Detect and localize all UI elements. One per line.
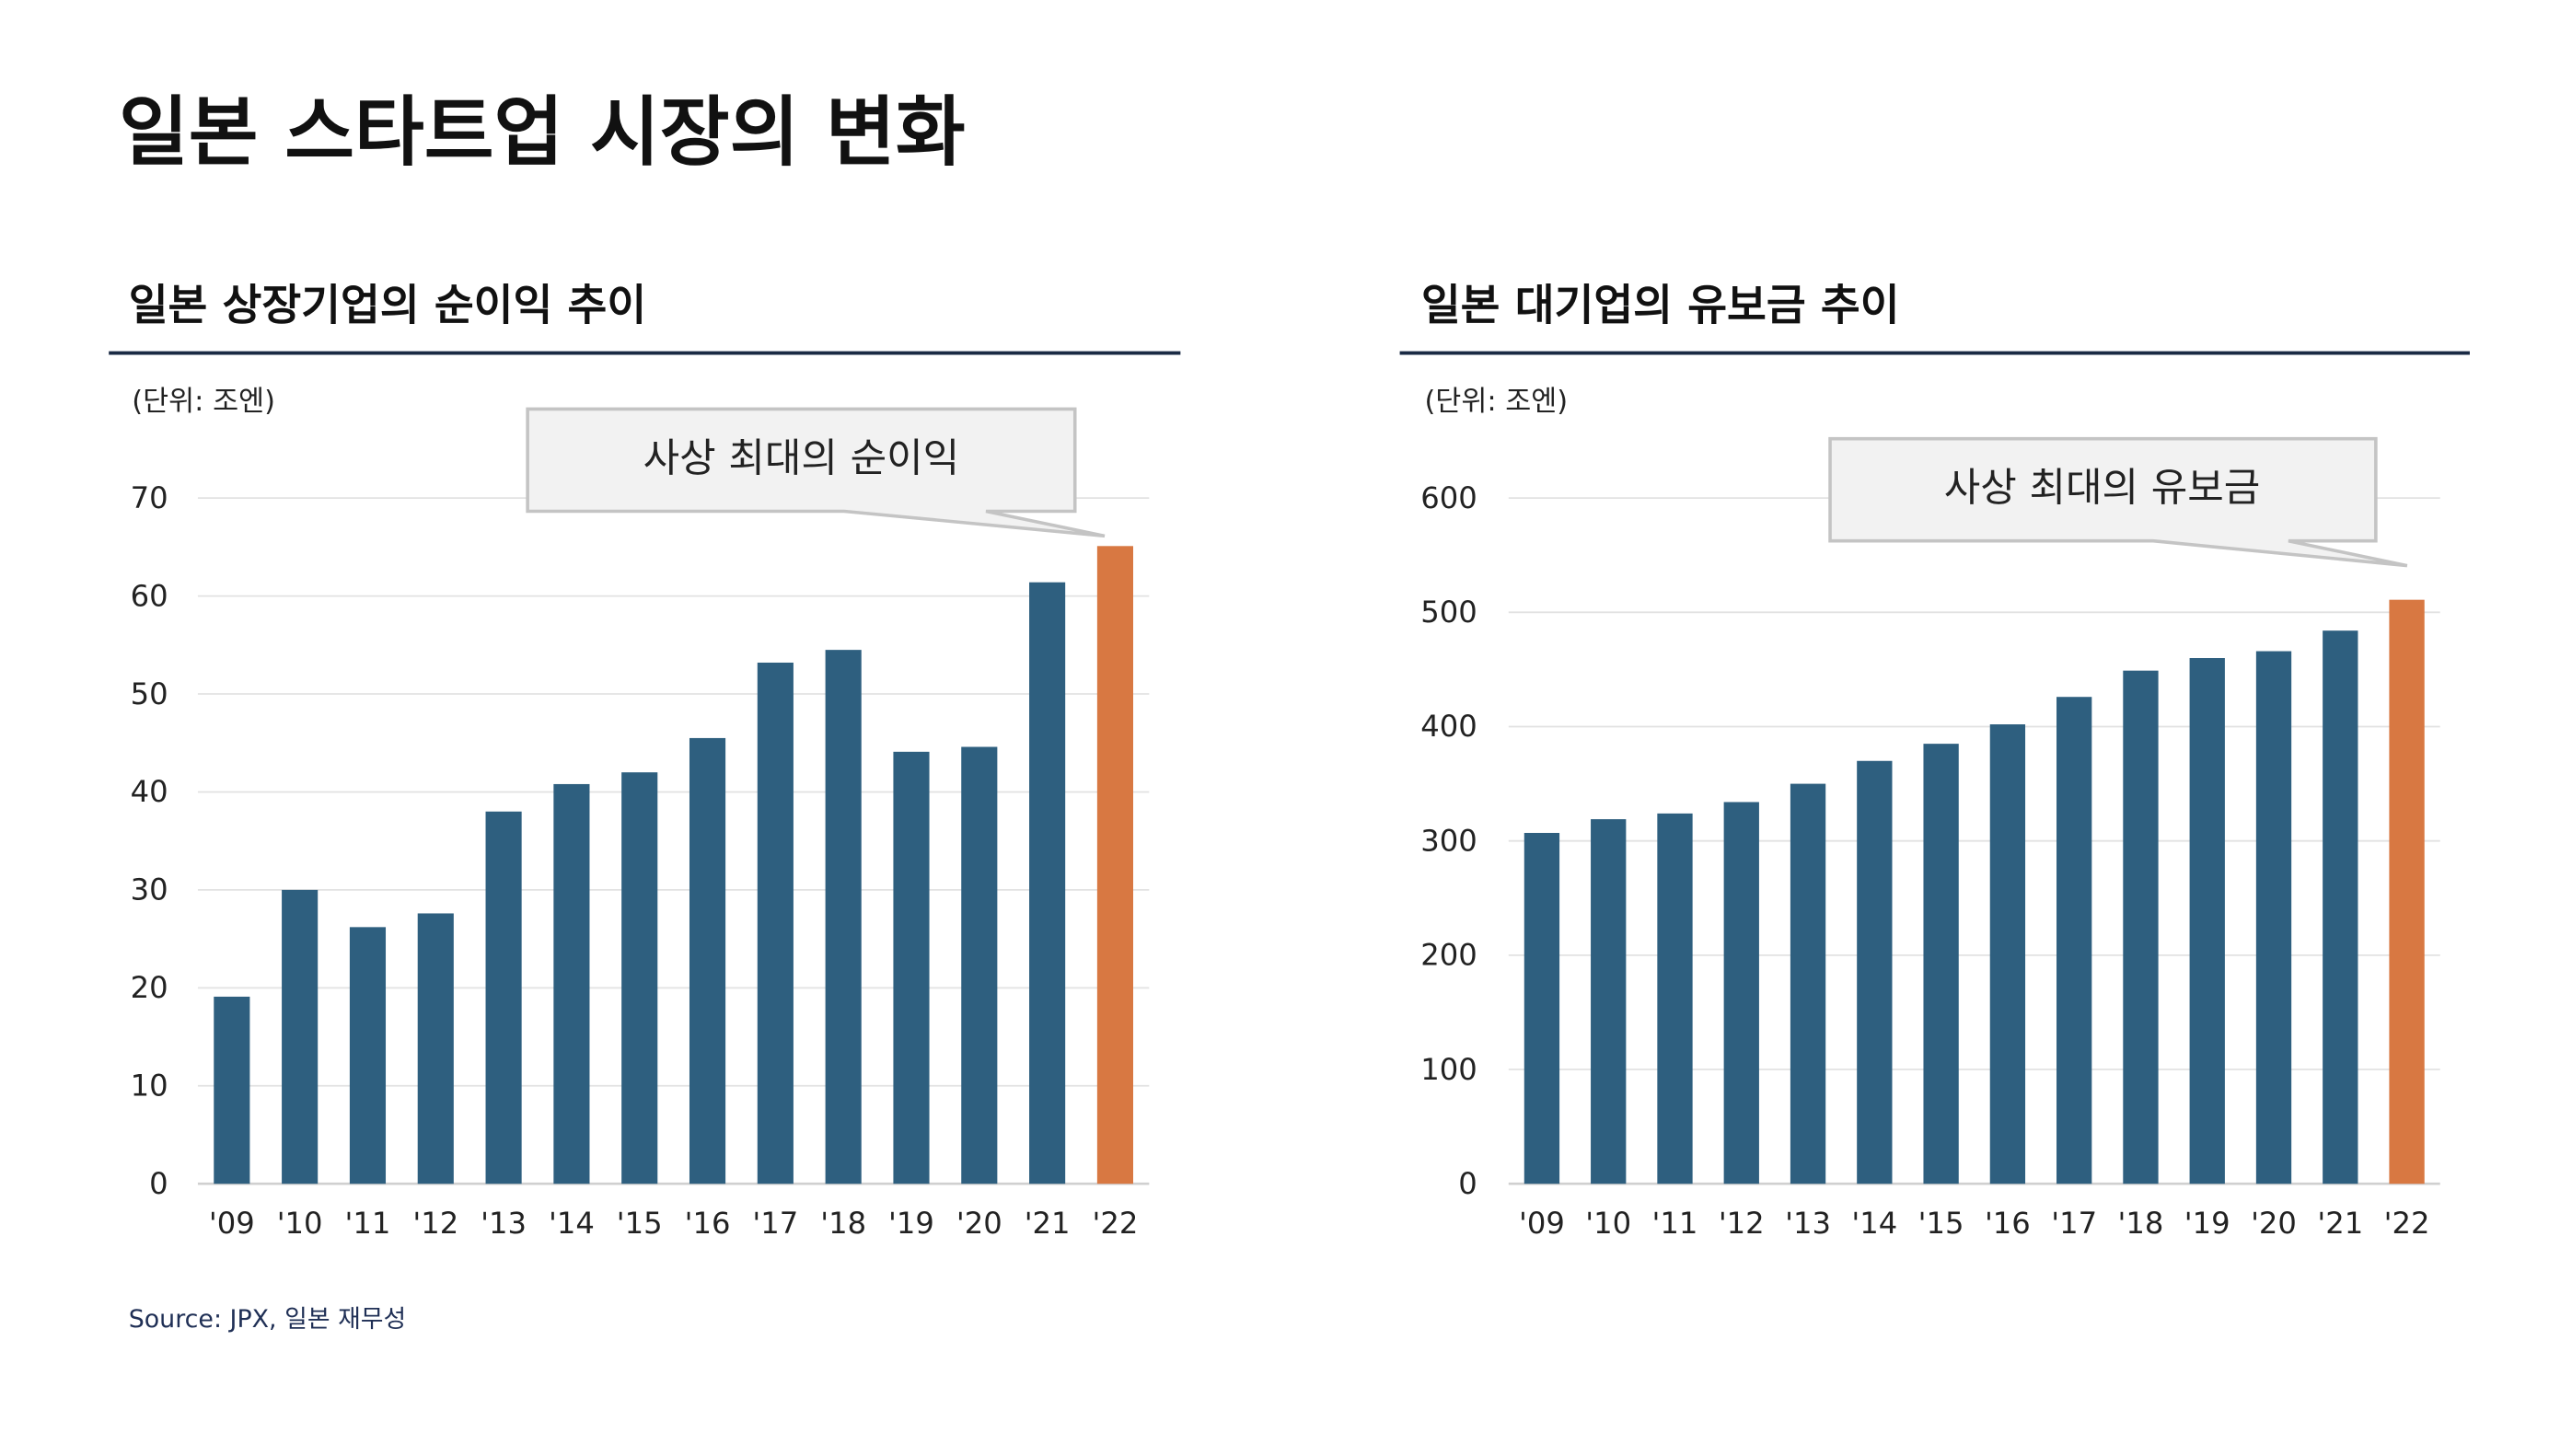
bar-17 [757,662,794,1184]
bar-19 [2189,658,2225,1184]
bar-13 [485,811,522,1184]
y-tick-label: 30 [131,872,168,907]
bar-15 [1923,744,1959,1184]
bar-20 [961,746,998,1184]
bar-10 [282,889,319,1184]
bar-19 [893,751,930,1184]
x-tick-label: '10 [1585,1206,1631,1241]
x-tick-label: '17 [752,1206,798,1241]
bar-11 [349,927,387,1184]
x-tick-label: '15 [617,1206,663,1241]
x-tick-label: '20 [956,1206,1002,1241]
retained-earnings-chart: 일본 대기업의 유보금 추이 (단위: 조엔) 0 100 200 300 400 500… [1399,281,2470,1241]
x-tick-label: '16 [1985,1206,2031,1241]
x-tick-label: '13 [1785,1206,1831,1241]
x-tick-label: '17 [2051,1206,2097,1241]
bar-12 [1723,802,1759,1184]
x-tick-label: '21 [1025,1206,1071,1241]
net-income-chart: 일본 상장기업의 순이익 추이 (단위: 조엔) 0 10 20 30 40 50 60 70… [109,281,1181,1241]
callout-text: 사상 최대의 유보금 [1944,466,2261,512]
bar-18 [825,650,862,1184]
y-tick-label: 400 [1420,709,1477,744]
bar-09 [1524,832,1560,1184]
callout-box [1828,436,2408,568]
bar-22 [1096,546,1133,1184]
x-tick-label: '10 [277,1206,323,1241]
x-tick-label: '15 [1918,1206,1964,1241]
y-tick-label: 60 [131,578,168,613]
y-tick-label: 20 [131,970,168,1005]
x-tick-label: '12 [1719,1206,1765,1241]
x-tick-label: '19 [2184,1206,2230,1241]
unit-label: (단위: 조엔) [1424,386,1568,418]
bar-16 [1989,724,2026,1184]
chart-title: 일본 상장기업의 순이익 추이 [129,281,647,330]
x-tick-label: '20 [2251,1206,2297,1241]
bar-21 [2323,630,2358,1184]
x-tick-label: '13 [481,1206,527,1241]
x-tick-label: '18 [2118,1206,2164,1241]
x-tick-label: '22 [2384,1206,2430,1241]
x-tick-label: '12 [412,1206,458,1241]
x-tick-label: '14 [549,1206,595,1241]
bar-14 [1857,760,1893,1184]
y-tick-label: 40 [131,774,168,809]
y-tick-label: 70 [131,480,168,515]
bar-18 [2123,670,2159,1184]
bar-20 [2255,651,2292,1184]
bar-21 [1029,582,1066,1184]
bar-15 [621,772,658,1184]
y-tick-label: 0 [149,1166,168,1201]
bar-14 [553,783,590,1184]
x-tick-label: '21 [2317,1206,2363,1241]
bar-09 [214,996,250,1184]
bar-11 [1657,813,1693,1184]
y-tick-label: 0 [1458,1166,1477,1201]
callout-text: 사상 최대의 순이익 [643,435,960,481]
callout-box [526,407,1106,538]
bar-16 [689,737,726,1184]
y-tick-label: 10 [131,1069,168,1104]
x-tick-label: '09 [1519,1206,1565,1241]
x-tick-label: '14 [1851,1206,1897,1241]
y-tick-label: 100 [1420,1052,1477,1087]
x-tick-label: '09 [209,1206,255,1241]
x-tick-label: '16 [685,1206,731,1241]
bar-12 [417,913,454,1184]
y-tick-label: 200 [1420,938,1477,973]
page-title: 일본 스타트업 시장의 변화 [119,89,966,177]
y-tick-label: 500 [1420,595,1477,630]
bar-17 [2056,697,2092,1184]
y-tick-label: 50 [131,676,168,711]
x-tick-label: '18 [820,1206,866,1241]
x-tick-label: '22 [1093,1206,1139,1241]
source-note: Source: JPX, 일본 재무성 [129,1305,407,1334]
bar-10 [1591,819,1627,1184]
chart-title: 일본 대기업의 유보금 추이 [1421,281,1900,330]
bar-22 [2389,599,2425,1184]
x-tick-label: '11 [345,1206,391,1241]
x-tick-label: '19 [888,1206,934,1241]
y-tick-label: 600 [1420,480,1477,515]
y-tick-label: 300 [1420,823,1477,858]
bar-13 [1790,783,1826,1184]
unit-label: (단위: 조엔) [132,386,275,418]
x-tick-label: '11 [1652,1206,1698,1241]
